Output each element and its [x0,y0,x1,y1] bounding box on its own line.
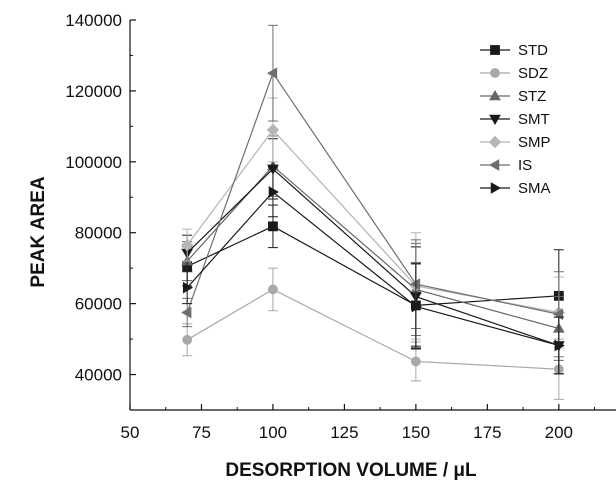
legend-label: SDZ [518,65,548,82]
legend-item-sma: SMA [480,180,551,197]
data-point [182,281,194,294]
legend-label: SMP [518,134,551,151]
series-line [186,225,559,307]
series-smt [181,138,565,375]
legend-marker [488,135,502,149]
data-point [266,123,280,137]
y-axis-title: PEAK AREA [28,176,49,287]
data-point [266,67,278,80]
legend-marker [489,159,500,171]
data-point [411,300,422,313]
legend-item-stz: STZ [480,88,546,105]
legend-label: SMT [518,111,550,128]
x-tick-label: 125 [330,423,358,442]
data-point [182,334,193,345]
series-line [186,168,560,347]
series-smp [180,97,566,349]
y-tick-label: 140000 [65,11,122,30]
legend-item-is: IS [480,157,532,174]
series-sdz [182,267,564,400]
y-tick-label: 120000 [65,82,122,101]
legend-marker [490,68,500,78]
legend-label: STZ [518,88,546,105]
data-point [410,356,421,367]
legend-item-smp: SMP [480,134,551,151]
y-tick-label: 60000 [75,295,122,314]
x-tick-label: 75 [192,423,211,442]
y-tick-label: 100000 [65,153,122,172]
series-line [186,165,559,330]
legend-item-smt: SMT [480,111,550,128]
x-tick-label: 50 [121,423,140,442]
series-layer [180,24,566,400]
data-point [268,221,278,232]
x-tick-label: 200 [545,423,573,442]
y-tick-label: 40000 [75,366,122,385]
x-axis-title: DESORPTION VOLUME / μL [225,460,477,481]
data-point [554,339,565,352]
legend-marker [489,114,501,125]
series-std [182,204,564,349]
legend-marker [490,182,501,194]
legend-label: SMA [518,180,551,197]
y-tick-label: 80000 [75,224,122,243]
legend-item-sdz: SDZ [480,65,548,82]
x-tick-label: 175 [473,423,501,442]
legend-marker [490,45,500,55]
series-sma [182,166,565,375]
data-point [268,284,278,295]
legend-item-std: STD [480,42,548,59]
series-is [181,24,564,358]
legend-label: IS [518,157,532,174]
x-axis: 50 75 100 125 150 175 200 [121,404,596,442]
x-tick-label: 100 [259,423,287,442]
plot-frame [129,20,616,411]
data-point [181,306,192,319]
data-point [268,186,279,198]
series-line [186,71,559,315]
legend-marker [489,90,501,101]
data-point [180,238,194,252]
legend: STD SDZ STZ SMT SMP IS SMA [480,42,551,197]
data-point [409,278,421,291]
series-line [186,288,559,370]
series-stz [181,135,565,361]
x-tick-label: 150 [402,423,430,442]
series-line [186,191,559,347]
y-axis: 40000 60000 80000 100000 120000 140000 [65,11,136,411]
legend-label: STD [518,42,548,59]
